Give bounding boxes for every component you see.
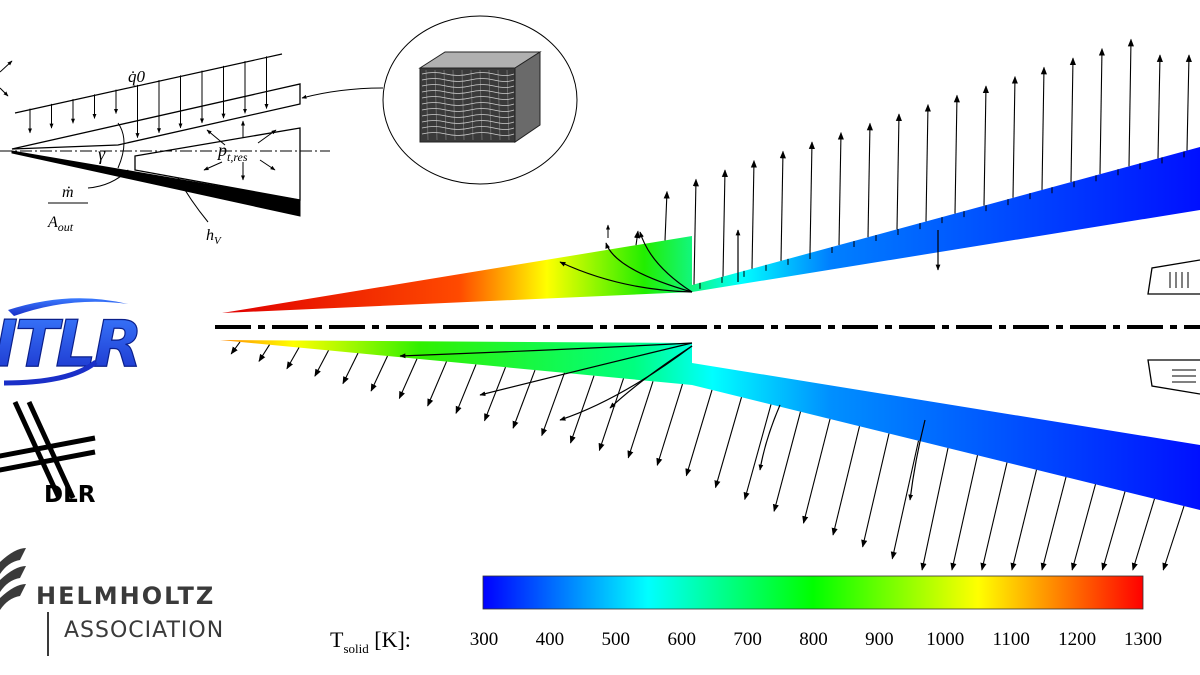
heat-transfer-label: hV [206,227,222,247]
mass-flow-den-main: A [47,214,58,231]
logo-helmholtz: HELMHOLTZ ASSOCIATION [0,548,224,656]
colorbar-tick-label: 1200 [1058,629,1096,650]
upper-outflow-arrows [606,38,1192,285]
mass-flow-denominator: Aout [47,214,74,234]
association-text: ASSOCIATION [64,618,224,643]
colorbar-tick-label: 1300 [1124,629,1162,650]
wedge-simulation [215,38,1200,571]
colorbar-tick-label: 800 [799,629,828,650]
schematic: q̇0 γ pt,res ṁ Aout hV [0,15,578,247]
colorbar-tick-label: 300 [470,629,499,650]
angle-label: γ [98,144,106,164]
heat-flux-arrows [28,56,269,139]
colorbar-label: Tsolid [K]: [330,627,411,656]
heat-transfer-sub: V [214,235,222,247]
pressure-label: pt,res [216,140,248,164]
internal-flow-lines [399,151,1185,501]
helmholtz-text: HELMHOLTZ [36,582,215,610]
colorbar-label-sub: solid [343,641,369,656]
pressure-sub: t,res [227,150,248,164]
colorbar-tick-label: 400 [536,629,565,650]
lower-wedge [220,340,1200,510]
schematic-upper-wall [11,83,301,150]
colorbar-label-unit: [K]: [369,627,411,652]
colorbar: Tsolid [K]: 300 400 500 600 700 800 900 1000 110… [330,575,1162,656]
mass-flow-den-sub: out [58,220,74,234]
colorbar-tick-label: 900 [865,629,894,650]
colorbar-tick-label: 500 [602,629,631,650]
logo-dlr: DLR [0,400,96,508]
material-sample-image [418,51,542,143]
wedge-icon-upper [1147,259,1200,295]
itlr-text: ITLR [0,308,140,382]
colorbar-tick-label: 1000 [926,629,964,650]
logo-itlr: ITLR [0,298,143,386]
heat-flux-line [14,53,283,114]
heat-flux-label: q̇0 [128,67,146,86]
upper-wedge [222,147,1200,313]
pressure-main: p [216,140,227,160]
colorbar-tick-label: 600 [667,629,696,650]
pressure-arrows [203,120,277,181]
lower-outflow-arrows [230,341,1185,571]
colorbar-tick-label: 1100 [993,629,1030,650]
schematic-lower-wall [11,150,301,217]
colorbar-ticks: 300 400 500 600 700 800 900 1000 1100 1200 1300 [470,629,1162,650]
colorbar-gradient [482,575,1144,610]
colorbar-tick-label: 700 [733,629,762,650]
mass-flow-numerator: ṁ [62,184,74,201]
wedge-icon-lower [1147,359,1200,395]
dlr-text: DLR [44,482,96,508]
schematic-reservoir [134,127,301,201]
heat-transfer-main: h [206,227,214,244]
colorbar-label-main: T [330,627,344,652]
